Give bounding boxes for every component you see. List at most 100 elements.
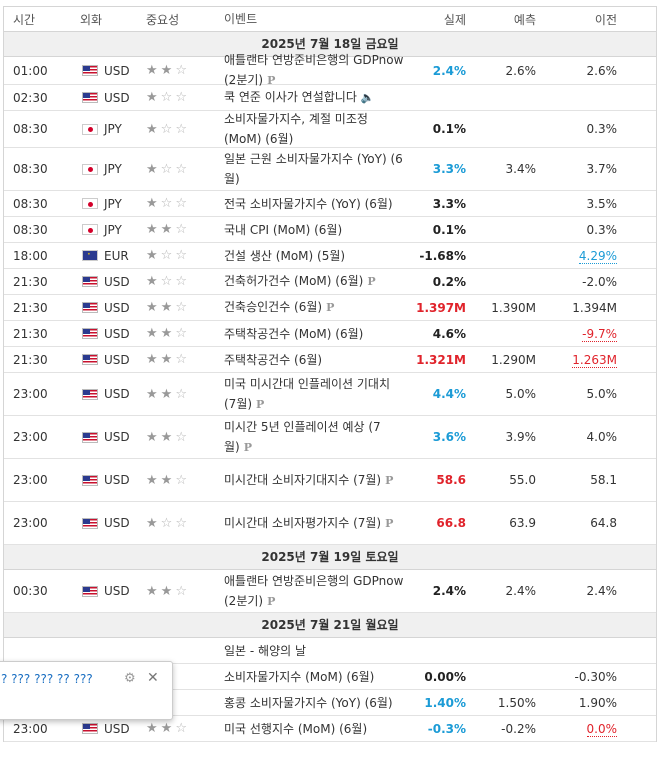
previous-value: 1.263M [536, 352, 619, 368]
event-row[interactable]: 08:30 JPY ★★☆ 국내 CPI (MoM) (6월) 0.1% 0.3% [4, 217, 656, 243]
close-icon[interactable]: ✕ [147, 670, 159, 686]
actual-value: 4.4% [406, 387, 468, 401]
gear-icon[interactable]: ⚙ [124, 671, 136, 686]
event-row[interactable]: 18:00EUR★☆☆건설 생산 (MoM) (5월)-1.68%4.29% [4, 243, 656, 269]
event-title[interactable]: 미시간 5년 인플레이션 예상 (7월) [224, 419, 381, 454]
event-row[interactable]: 23:00 USD ★☆☆ 미시간대 소비자평가지수 (7월) P 66.8 63.9 64.… [4, 502, 656, 545]
event-time: 21:30 [13, 274, 48, 289]
event-row[interactable]: 01:00 USD ★★☆ 애틀랜타 연방준비은행의 GDPnow (2분기) P 2.4… [4, 53, 656, 87]
event-name[interactable]: 주택착공건수 (6월) [224, 350, 406, 370]
event-row[interactable]: 08:30 JPY ★☆☆ 소비자물가지수, 계절 미조정 (MoM) (6월) 0.1… [4, 111, 656, 148]
star-icon: ★ [146, 274, 161, 289]
event-row[interactable]: 23:00 USD ★★☆ 미국 선행지수 (MoM) (6월) -0.3% -0.2% 0… [4, 716, 656, 742]
event-row[interactable]: 소비자물가지수 (MoM) (6월) 0.00% -0.30% [4, 664, 656, 690]
currency-code: USD [104, 584, 130, 598]
previous-value: 0.3% [536, 223, 619, 237]
previous-text[interactable]: 0.0% [586, 721, 617, 737]
previous-text: 1.90% [578, 695, 617, 710]
col-actual-header: 실제 [443, 12, 466, 27]
event-title[interactable]: 주택착공건수 (MoM) (6월) [224, 326, 364, 341]
forecast-value: 5.0% [505, 387, 537, 401]
event-name[interactable]: 일본 근원 소비자물가지수 (YoY) (6월) [224, 149, 406, 189]
event-row[interactable]: 08:30 JPY ★☆☆ 일본 근원 소비자물가지수 (YoY) (6월) 3.3% 3… [4, 148, 656, 191]
currency-code: USD [104, 63, 130, 78]
event-time: 18:00 [13, 248, 48, 263]
actual-text: 2.4% [432, 584, 466, 598]
event-title[interactable]: 일본 - 해양의 날 [224, 643, 307, 658]
event-name[interactable]: 미국 미시간대 인플레이션 기대치 (7월) P [224, 374, 406, 415]
event-name[interactable]: 미시간대 소비자평가지수 (7월) P [224, 513, 406, 534]
event-title[interactable]: 국내 CPI (MoM) (6월) [224, 222, 343, 237]
event-row[interactable]: 23:00 USD ★★☆ 미시간대 소비자기대지수 (7월) P 58.6 55.0 58.… [4, 459, 656, 502]
event-title[interactable]: 미시간대 소비자평가지수 (7월) [224, 515, 382, 530]
star-icon: ★ [160, 386, 176, 402]
event-title[interactable]: 미시간대 소비자기대지수 (7월) [224, 472, 382, 487]
preliminary-icon: P [267, 74, 276, 87]
previous-text[interactable]: 4.29% [578, 248, 617, 264]
event-name[interactable]: 미시간대 소비자기대지수 (7월) P [224, 470, 406, 491]
event-row[interactable]: 23:00 USD ★★☆ 미시간 5년 인플레이션 예상 (7월) P 3.6% 3.9%… [4, 416, 656, 459]
event-name[interactable]: 주택착공건수 (MoM) (6월) [224, 324, 406, 344]
event-title[interactable]: 전국 소비자물가지수 (YoY) (6월) [224, 196, 393, 211]
event-currency: JPY [70, 162, 134, 176]
previous-value: 0.0% [536, 721, 619, 737]
popup-text[interactable]: ? ??? ??? ?? ??? [1, 672, 93, 686]
event-name[interactable]: 애틀랜타 연방준비은행의 GDPnow (2분기) P [224, 50, 406, 91]
star-icon: ★ [146, 352, 161, 367]
event-title[interactable]: 애틀랜타 연방준비은행의 GDPnow (2분기) [224, 573, 404, 608]
event-title[interactable]: 미국 선행지수 (MoM) (6월) [224, 721, 368, 736]
event-time: 21:30 [13, 352, 48, 367]
event-name[interactable]: 쿡 연준 이사가 연설합니다 🔈 [224, 87, 406, 108]
event-name[interactable]: 소비자물가지수 (MoM) (6월) [224, 667, 406, 687]
event-name[interactable]: 국내 CPI (MoM) (6월) [224, 220, 406, 240]
currency-code: USD [104, 387, 130, 401]
actual-text: 0.00% [424, 669, 466, 684]
event-row[interactable]: 21:30 USD ★☆☆ 건축허가건수 (MoM) (6월) P 0.2% -2.0% [4, 269, 656, 295]
event-title[interactable]: 일본 근원 소비자물가지수 (YoY) (6월) [224, 152, 403, 186]
date-header: 2025년 7월 19일 토요일 [4, 545, 656, 570]
event-title[interactable]: 애틀랜타 연방준비은행의 GDPnow (2분기) [224, 53, 404, 87]
event-name[interactable]: 일본 - 해양의 날 [224, 641, 406, 661]
event-title[interactable]: 주택착공건수 (6월) [224, 352, 323, 367]
event-name[interactable]: 미국 선행지수 (MoM) (6월) [224, 719, 406, 739]
importance-stars: ★☆☆ [134, 248, 224, 263]
event-name[interactable]: 건설 생산 (MoM) (5월) [224, 246, 406, 266]
event-title[interactable]: 건축허가건수 (MoM) (6월) [224, 274, 364, 288]
event-name[interactable]: 건축허가건수 (MoM) (6월) P [224, 271, 406, 292]
event-row[interactable]: 00:30 USD ★★☆ 애틀랜타 연방준비은행의 GDPnow (2분기) P 2.4… [4, 570, 656, 613]
event-title[interactable]: 건축승인건수 (6월) [224, 300, 323, 314]
star-icon: ☆ [175, 429, 190, 445]
currency-code: USD [104, 274, 130, 289]
previous-text[interactable]: 1.263M [572, 352, 617, 368]
event-name[interactable]: 전국 소비자물가지수 (YoY) (6월) [224, 194, 406, 214]
event-name[interactable]: 홍콩 소비자물가지수 (YoY) (6월) [224, 693, 406, 713]
actual-text: 4.6% [432, 326, 466, 341]
event-row[interactable]: 08:30 JPY ★☆☆ 전국 소비자물가지수 (YoY) (6월) 3.3% 3.5% [4, 191, 656, 217]
previous-text: 58.1 [590, 473, 617, 487]
event-title[interactable]: 쿡 연준 이사가 연설합니다 [224, 90, 357, 104]
event-row[interactable]: 23:00 USD ★★☆ 미국 미시간대 인플레이션 기대치 (7월) P 4.4% 5.… [4, 373, 656, 416]
speaker-icon: 🔈 [360, 91, 375, 104]
previous-text: 3.5% [586, 196, 618, 211]
importance-stars: ★★☆ [134, 387, 224, 402]
event-row[interactable]: 21:30 USD ★★☆ 주택착공건수 (MoM) (6월) 4.6% -9.7% [4, 321, 656, 347]
event-name[interactable]: 소비자물가지수, 계절 미조정 (MoM) (6월) [224, 109, 406, 149]
event-title[interactable]: 건설 생산 (MoM) (5월) [224, 248, 346, 263]
event-row[interactable]: 21:30 USD ★★☆ 주택착공건수 (6월) 1.321M 1.290M 1.263M [4, 347, 656, 373]
event-name[interactable]: 미시간 5년 인플레이션 예상 (7월) P [224, 417, 406, 458]
previous-text[interactable]: -9.7% [582, 326, 617, 342]
event-row[interactable]: 홍콩 소비자물가지수 (YoY) (6월) 1.40% 1.50% 1.90% [4, 690, 656, 716]
event-title[interactable]: 소비자물가지수, 계절 미조정 (MoM) (6월) [224, 112, 368, 146]
event-name[interactable]: 애틀랜타 연방준비은행의 GDPnow (2분기) P [224, 571, 406, 612]
event-title[interactable]: 미국 미시간대 인플레이션 기대치 (7월) [224, 376, 391, 411]
actual-value: 2.4% [406, 584, 468, 598]
event-title[interactable]: 소비자물가지수 (MoM) (6월) [224, 669, 375, 684]
actual-value: 3.3% [406, 197, 468, 211]
star-icon: ★ [146, 472, 161, 488]
importance-stars: ★☆☆ [134, 162, 224, 177]
event-row[interactable]: 02:30 USD ★☆☆ 쿡 연준 이사가 연설합니다 🔈 [4, 85, 656, 111]
event-name[interactable]: 건축승인건수 (6월) P [224, 297, 406, 318]
event-row[interactable]: 21:30 USD ★★☆ 건축승인건수 (6월) P 1.397M 1.390M 1.394… [4, 295, 656, 321]
event-title[interactable]: 홍콩 소비자물가지수 (YoY) (6월) [224, 695, 393, 710]
event-row[interactable]: 일본 - 해양의 날 [4, 638, 656, 664]
